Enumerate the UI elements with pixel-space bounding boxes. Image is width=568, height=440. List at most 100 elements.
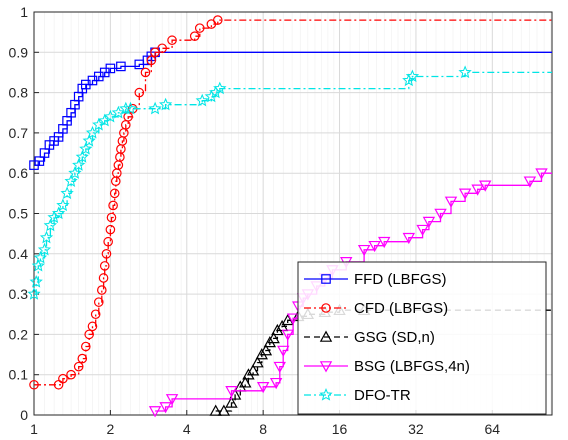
data-point [98, 273, 109, 283]
data-point [34, 156, 45, 166]
data-point [213, 81, 227, 95]
legend-item: CFD (LBFGS) [304, 300, 448, 317]
data-point [123, 101, 138, 115]
y-tick-label: 1 [20, 4, 28, 20]
data-point [281, 329, 294, 341]
data-point [105, 224, 116, 235]
x-tick-label: 8 [259, 421, 267, 437]
legend-item: BSG (LBFGS,4n) [304, 358, 470, 375]
data-point [82, 134, 96, 147]
data-point [29, 379, 39, 390]
data-point [271, 323, 284, 336]
data-point [478, 180, 492, 192]
x-tick-label: 1 [30, 421, 38, 437]
legend: FFD (LBFGS) CFD (LBFGS) GSG (SD,n) BSG (LBF… [297, 261, 547, 415]
data-point [148, 101, 162, 115]
data-point [269, 377, 283, 390]
data-point [134, 87, 145, 98]
data-point [158, 97, 173, 111]
legend-marker [321, 274, 331, 284]
y-tick-label: 0.2 [9, 326, 29, 342]
legend-item: GSG (SD,n) [304, 329, 435, 346]
data-point [225, 396, 238, 408]
data-point [277, 345, 290, 357]
data-point [109, 188, 120, 199]
data-point [64, 174, 78, 187]
data-point [368, 240, 381, 253]
data-point [357, 244, 371, 257]
data-point [103, 109, 118, 123]
data-point [73, 361, 84, 372]
y-tick-label: 0.9 [9, 44, 29, 60]
data-point [96, 285, 107, 295]
data-point [165, 394, 179, 406]
x-tick-label: 32 [408, 421, 424, 437]
legend-marker [321, 303, 331, 313]
legend-marker [319, 387, 333, 401]
data-point [150, 47, 160, 58]
data-point [60, 186, 74, 200]
data-point [267, 331, 280, 344]
data-point [75, 150, 89, 163]
data-point [535, 168, 548, 180]
data-point [116, 61, 126, 72]
legend-label: FFD (LBFGS) [354, 271, 447, 288]
data-point [29, 274, 43, 288]
data-point [140, 67, 151, 78]
data-point [255, 348, 268, 360]
y-tick-label: 0.6 [9, 165, 29, 181]
data-point [39, 148, 50, 158]
data-point [281, 313, 294, 326]
legend-label: CFD (LBFGS) [354, 300, 448, 317]
data-point [103, 236, 113, 247]
data-point [90, 309, 101, 320]
data-point [98, 113, 112, 127]
data-point [434, 208, 447, 220]
data-point [106, 212, 117, 223]
data-point [471, 184, 484, 196]
data-point [47, 210, 61, 224]
data-point [105, 63, 116, 74]
data-point [56, 198, 70, 212]
y-tick-label: 0 [20, 407, 28, 423]
data-point [273, 361, 286, 374]
data-point [58, 373, 68, 384]
y-tick-label: 0.3 [9, 286, 29, 302]
data-point [458, 65, 472, 79]
legend-label: DFO-TR [354, 387, 411, 404]
data-point [212, 15, 223, 25]
data-point [93, 297, 104, 307]
y-tick-label: 0.1 [9, 367, 29, 383]
series-0 [29, 47, 552, 170]
data-point [37, 242, 52, 256]
data-point [80, 341, 91, 352]
data-point [51, 206, 66, 220]
data-point [195, 93, 209, 107]
legend-box [297, 261, 547, 415]
data-point [84, 329, 94, 340]
data-point [251, 356, 264, 368]
legend-label: GSG (SD,n) [354, 329, 435, 346]
data-point [119, 101, 133, 115]
data-point [92, 117, 106, 131]
data-point [79, 142, 93, 155]
data-point [402, 232, 416, 245]
legend-item: DFO-TR [304, 387, 411, 404]
x-tick-label: 4 [183, 421, 191, 437]
data-point [146, 55, 157, 66]
series-1 [29, 15, 552, 390]
axis-ticks: 1 2 4 8 16 32 64 0 0.1 0.2 0.3 0.4 0.5 0.6 0.7 0.8 0.9 1 [9, 4, 501, 437]
series-4 [27, 65, 552, 300]
data-point [458, 188, 472, 200]
x-tick-label: 16 [332, 421, 348, 437]
data-point [263, 336, 277, 348]
data-point [159, 402, 172, 414]
data-point [286, 313, 300, 325]
legend-label: BSG (LBFGS,4n) [354, 358, 470, 375]
series-line [34, 19, 552, 386]
data-point [33, 250, 48, 264]
data-point [39, 230, 54, 244]
data-point [444, 196, 458, 208]
data-point [68, 166, 82, 179]
